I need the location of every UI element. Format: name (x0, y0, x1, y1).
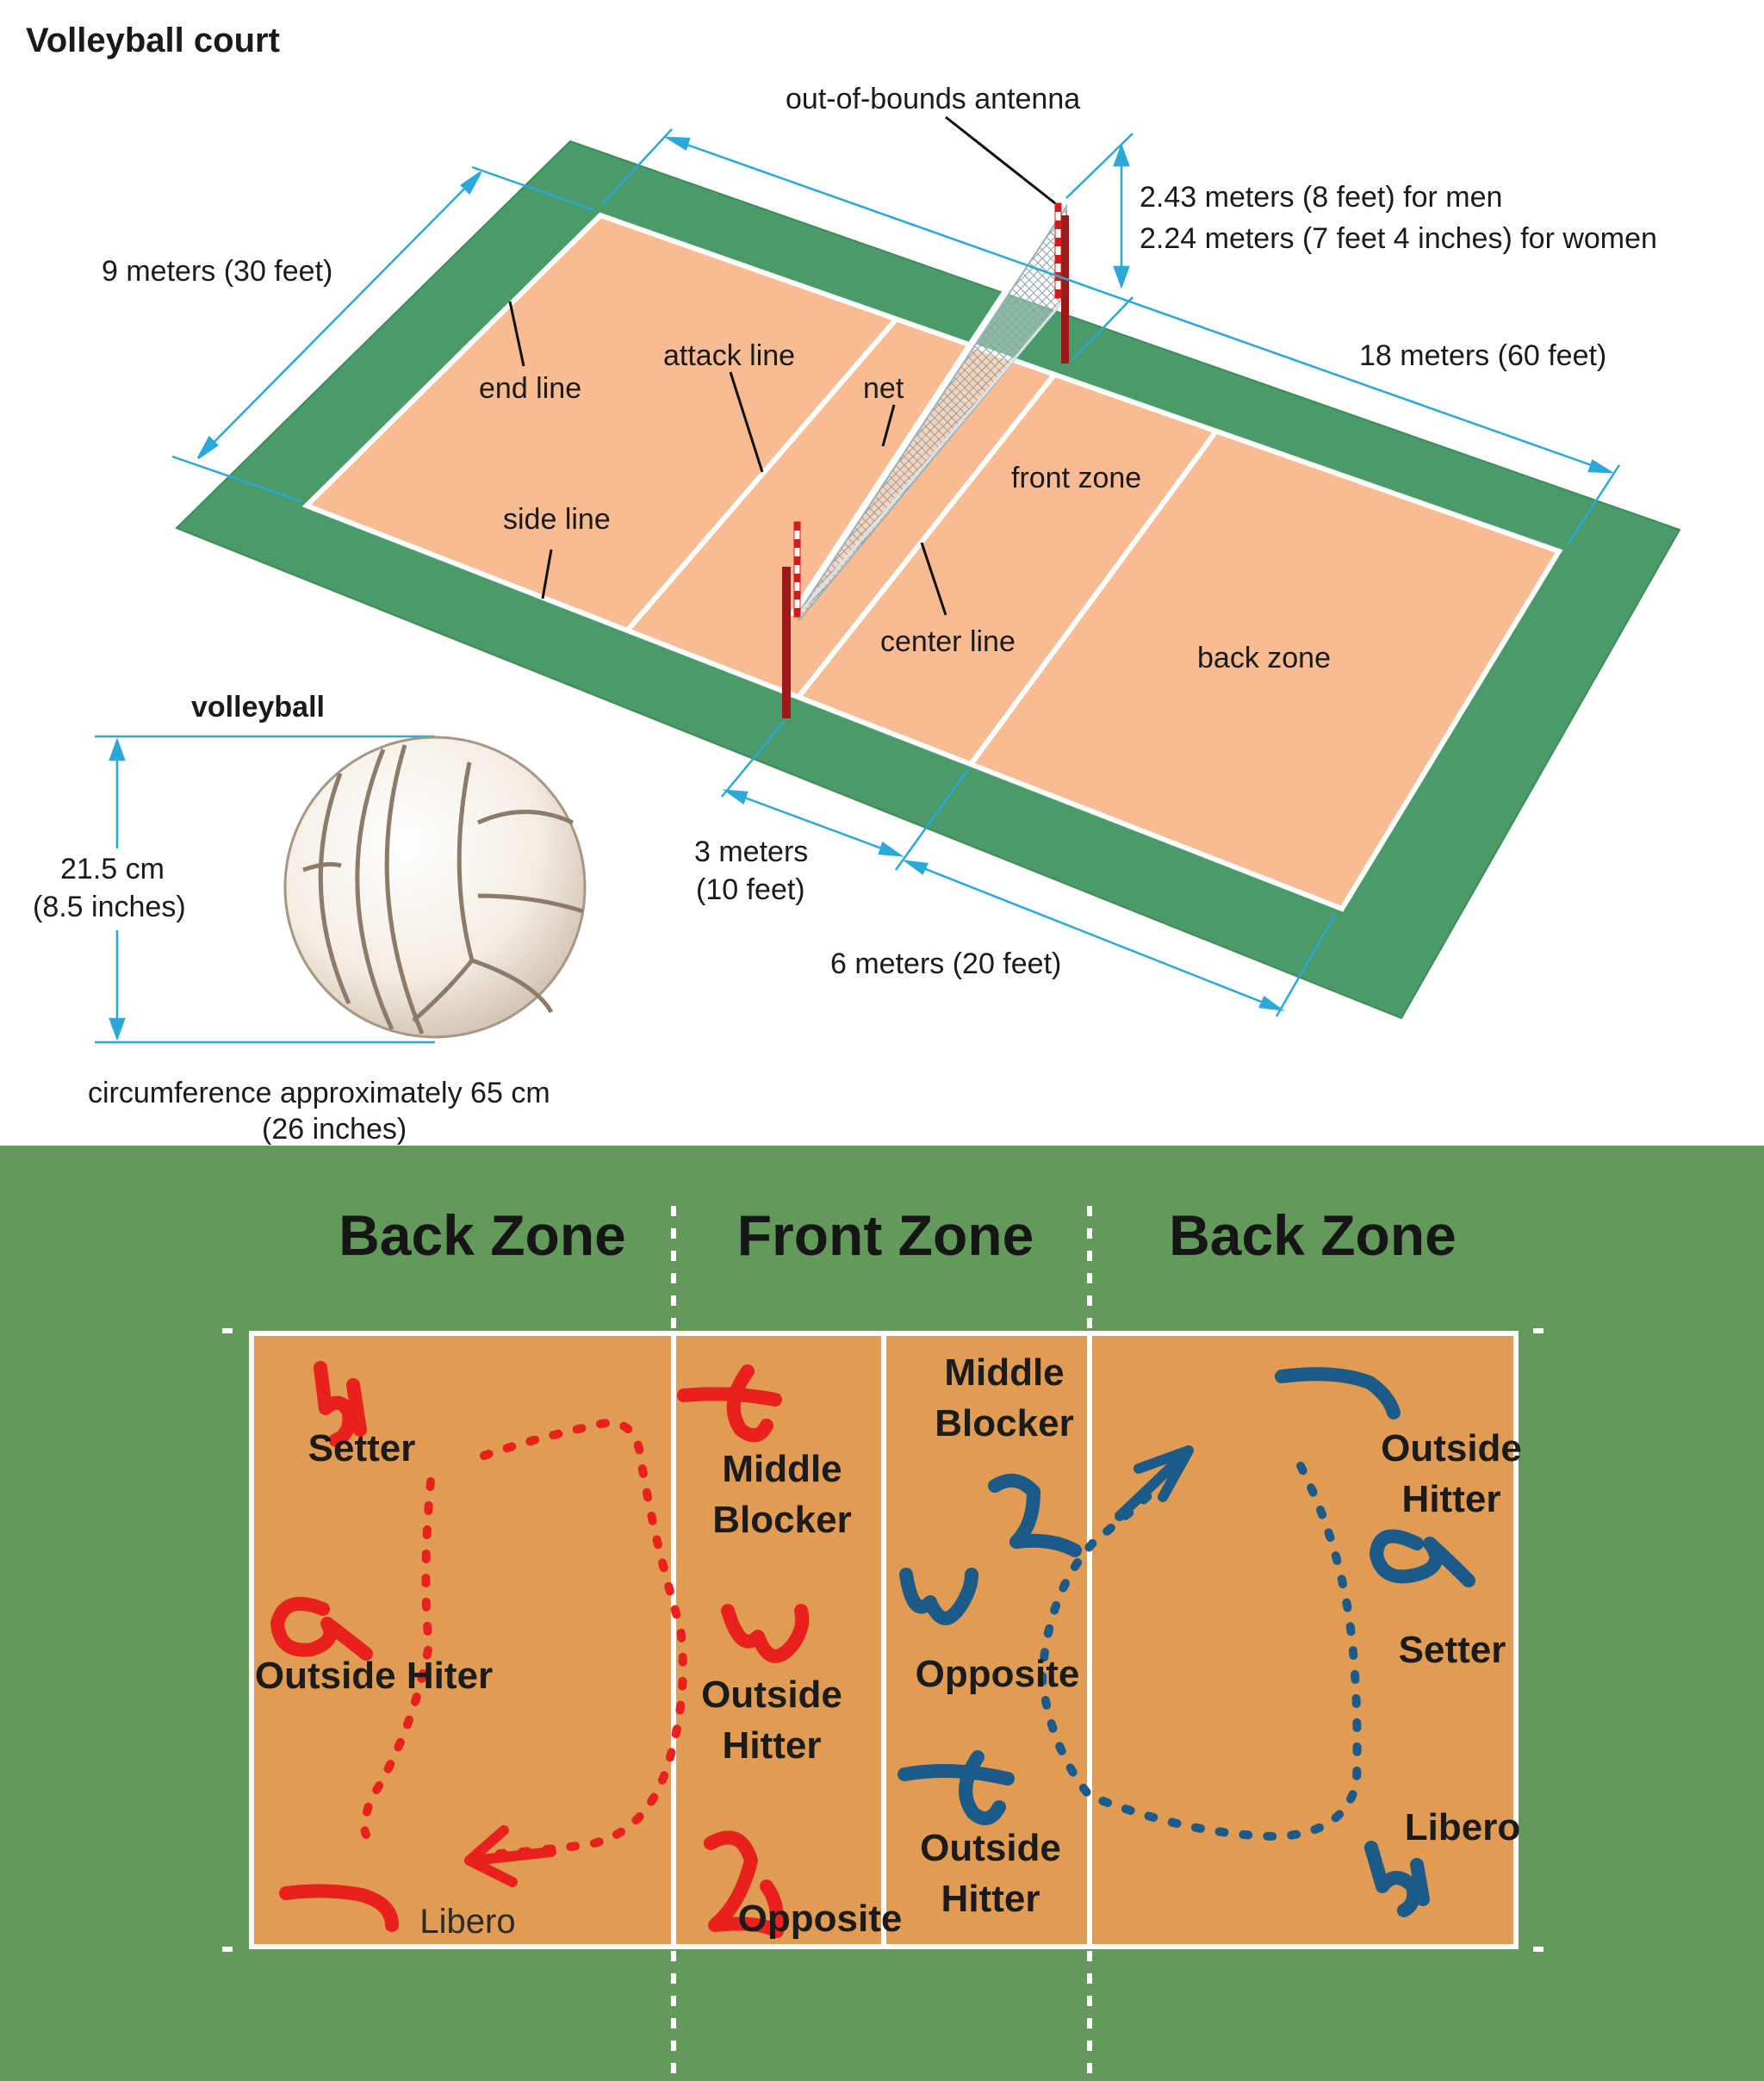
red-number-4 (677, 1364, 782, 1443)
net-post-near (782, 567, 791, 718)
red-role-libero: Libero (419, 1903, 515, 1941)
label-net-height-men: 2.43 meters (8 feet) for men (1140, 181, 1502, 214)
label-ball-diameter-cm: 21.5 cm (60, 853, 165, 885)
blue-number-5 (1364, 1841, 1430, 1917)
red-number-6 (270, 1596, 373, 1661)
blue-team-labels: Middle Blocker Opposite Outside Hitter O… (916, 1351, 1522, 1920)
blue-rotation-arrow (1115, 1445, 1194, 1521)
red-role-blocker: Blocker (712, 1499, 851, 1541)
red-role-opposite: Opposite (738, 1898, 903, 1940)
leader-lines (508, 115, 1056, 616)
label-court-width: 9 meters (30 feet) (102, 255, 332, 288)
court-diagram-panel: Volleyball court (26, 22, 1681, 1146)
red-role-outside-hiter: Outside Hiter (255, 1655, 493, 1697)
label-ball-diameter-inches: (8.5 inches) (33, 891, 186, 923)
label-court-length: 18 meters (60 feet) (1359, 339, 1606, 372)
red-number-7 (279, 1884, 399, 1932)
rotation-court-lines (671, 1333, 1092, 1947)
blue-number-3 (899, 1568, 978, 1625)
red-team-labels: Setter Outside Hiter Libero Middle Block… (255, 1427, 902, 1941)
label-net: net (863, 372, 904, 405)
red-rotation-arrow (464, 1825, 556, 1887)
blue-role-setter: Setter (1399, 1629, 1506, 1671)
blue-role-opposite: Opposite (916, 1653, 1080, 1695)
blue-number-7 (1275, 1367, 1401, 1419)
label-antenna: out-of-bounds antenna (786, 83, 1080, 115)
label-back-zone: back zone (1197, 642, 1331, 674)
label-front-depth-meters: 3 meters (694, 836, 808, 868)
label-front-zone: front zone (1011, 462, 1141, 494)
red-number-3 (721, 1604, 810, 1663)
zone-label-back-left: Back Zone (339, 1203, 626, 1267)
court-diagram: Volleyball court (26, 22, 1681, 1146)
label-front-depth-feet: (10 feet) (696, 873, 805, 906)
corner-marks (222, 1328, 1544, 1952)
antenna-far (1054, 202, 1062, 299)
center-line (797, 373, 1057, 698)
label-end-line: end line (479, 372, 581, 405)
blue-team-numbers (898, 1367, 1475, 1917)
label-attack-line: attack line (663, 339, 795, 372)
blue-role-outside-back: Outside (1381, 1427, 1522, 1469)
blue-role-middle: Middle (944, 1351, 1064, 1394)
red-role-hitter: Hitter (723, 1724, 822, 1767)
red-role-middle: Middle (722, 1448, 842, 1490)
label-net-height-women: 2.24 meters (7 feet 4 inches) for women (1140, 222, 1657, 255)
label-side-line: side line (503, 503, 611, 536)
rotation-diagram-panel: Back Zone Front Zone Back Zone Setter Ou… (0, 1146, 1764, 2081)
red-number-2 (704, 1830, 785, 1938)
volleyball-image (283, 736, 587, 1039)
zone-label-back-right: Back Zone (1169, 1203, 1457, 1267)
blue-number-6 (1370, 1529, 1475, 1587)
zone-label-front: Front Zone (737, 1203, 1034, 1267)
boundary-lines (301, 212, 1563, 912)
red-number-5 (314, 1361, 367, 1447)
attack-line-left (626, 318, 898, 631)
dimension-lines (95, 128, 1621, 1044)
attack-line-right (969, 431, 1218, 765)
net-bottom-cord (798, 296, 1068, 614)
label-volleyball: volleyball (191, 691, 325, 724)
playing-court (307, 215, 1559, 909)
antenna-near (793, 521, 801, 618)
label-ball-circumference-cm: circumference approximately 65 cm (88, 1077, 550, 1109)
label-ball-circumference-inches: (26 inches) (262, 1113, 407, 1146)
red-role-setter: Setter (308, 1427, 416, 1469)
blue-role-outside-front: Outside (920, 1827, 1061, 1869)
red-rotation-path-left (360, 1477, 435, 1839)
blue-rotation-path (1037, 1462, 1362, 1842)
red-team-numbers (270, 1361, 810, 1938)
diagram-title: Volleyball court (26, 22, 280, 59)
blue-role-hitter-front: Hitter (941, 1878, 1040, 1920)
blue-number-4 (898, 1750, 1015, 1826)
net-band (788, 207, 1066, 616)
blue-role-libero: Libero (1405, 1806, 1520, 1848)
label-center-line: center line (880, 625, 1016, 658)
net-post-far (1061, 215, 1069, 363)
blue-role-hitter-back: Hitter (1402, 1478, 1501, 1520)
red-role-outside: Outside (701, 1674, 842, 1716)
label-back-depth: 6 meters (20 feet) (830, 947, 1061, 980)
blue-number-2 (988, 1473, 1082, 1557)
rotation-diagram: Back Zone Front Zone Back Zone Setter Ou… (222, 1203, 1544, 2081)
blue-role-blocker: Blocker (935, 1402, 1073, 1444)
